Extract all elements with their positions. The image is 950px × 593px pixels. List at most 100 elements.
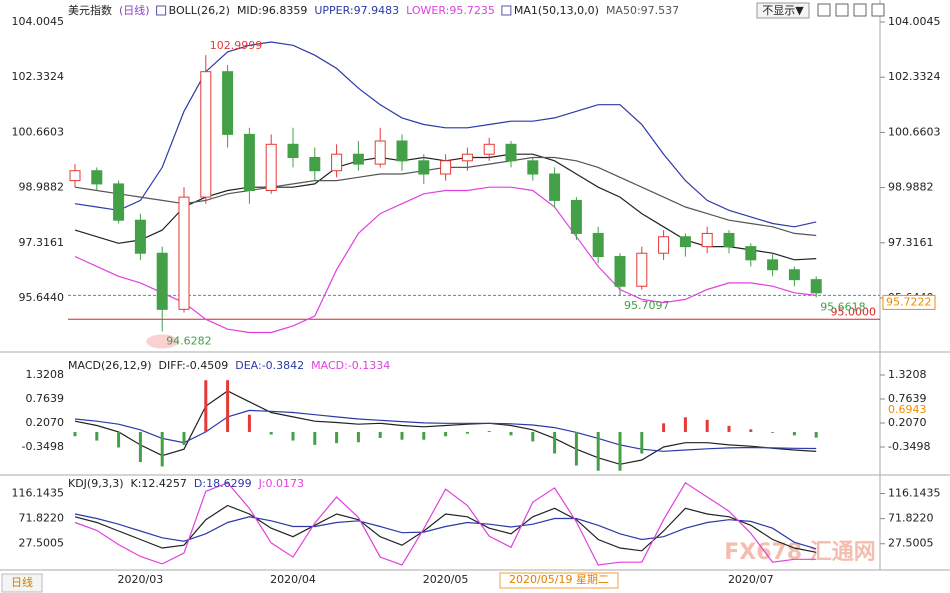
histogram-bar	[291, 431, 295, 441]
candle-body	[505, 143, 517, 162]
x-tick-label: 2020/03	[118, 573, 164, 586]
chart-period: (日线)	[119, 3, 150, 17]
annotation-highlight	[146, 334, 179, 349]
y-tick-label: 95.6440	[19, 291, 65, 304]
y-tick-label: 104.0045	[12, 15, 65, 28]
candle-body	[570, 199, 582, 234]
histogram-bar	[73, 431, 77, 437]
histogram-bar	[792, 431, 796, 436]
candle-body	[745, 246, 757, 261]
crosshair-label: 2020/05/19 星期二	[509, 573, 609, 586]
indicator-line	[74, 41, 817, 228]
candle-body	[396, 140, 408, 162]
histogram-bar	[226, 380, 230, 432]
legend-entry: DIFF:-0.4509	[159, 359, 229, 372]
legend-indicator: MA1(50,13,0,0)	[514, 4, 599, 17]
y-tick-label-right: 116.1435	[888, 487, 941, 500]
histogram-bar	[160, 431, 164, 467]
histogram-bar	[705, 419, 709, 432]
candle-body	[178, 196, 190, 310]
candle-body	[287, 143, 299, 159]
histogram-bar	[204, 380, 208, 432]
histogram-bar	[182, 431, 186, 445]
histogram-bar	[749, 429, 753, 432]
annotation-label: 95.7097	[624, 299, 670, 312]
histogram-bar	[662, 423, 666, 432]
y-tick-label: 1.3208	[26, 368, 65, 381]
histogram-bar	[814, 431, 818, 438]
dropdown-label[interactable]: 不显示▼	[762, 4, 804, 17]
legend-entry: D:18.6299	[194, 477, 252, 490]
legend-entry: UPPER:97.9483	[314, 4, 399, 17]
y-tick-label-right: 97.3161	[888, 236, 934, 249]
dropdown-button[interactable]	[756, 2, 810, 19]
candle-body	[134, 219, 146, 254]
histogram-bar	[727, 425, 731, 432]
candle-body	[614, 256, 626, 287]
legend-entry: MACD:-0.1334	[311, 359, 390, 372]
period-tab[interactable]	[1, 573, 43, 593]
candle-body	[243, 133, 255, 192]
legend-indicator: BOLL(26,2)	[169, 4, 230, 17]
candle-body	[418, 160, 430, 175]
chart-title: 美元指数	[68, 3, 112, 17]
candle-body	[91, 170, 103, 185]
candle-body	[527, 160, 539, 175]
y-tick-label-right: 98.9882	[888, 181, 934, 194]
indicator-value-tag: 0.6943	[888, 403, 927, 416]
legend-entry: MA50:97.537	[606, 4, 679, 17]
crosshair-tag	[499, 572, 619, 589]
candle-body	[331, 153, 343, 172]
y-tick-label: 98.9882	[19, 181, 65, 194]
legend-entry: K:12.4257	[131, 477, 187, 490]
candle-body	[679, 236, 691, 248]
legend-entry: MID:96.8359	[237, 4, 307, 17]
y-tick-label: 0.2070	[26, 416, 65, 429]
indicator-line	[74, 409, 817, 452]
candle-body	[549, 173, 561, 201]
histogram-bar	[444, 431, 448, 437]
candle-body	[222, 71, 234, 135]
histogram-bar	[356, 431, 360, 443]
histogram-bar	[553, 431, 557, 454]
x-tick-label: 2020/07	[728, 573, 774, 586]
icon-button[interactable]	[835, 3, 849, 17]
icon-button[interactable]	[871, 3, 885, 17]
y-tick-label: 71.8220	[19, 512, 65, 525]
icon-button[interactable]	[817, 3, 831, 17]
period-tab-label[interactable]: 日线	[11, 575, 33, 589]
y-tick-label-right: 27.5005	[888, 537, 934, 550]
histogram-bar	[95, 431, 99, 441]
y-tick-label-right: 100.6603	[888, 125, 941, 138]
legend-entry: LOWER:95.7235	[406, 4, 495, 17]
y-tick-label: 0.7639	[26, 392, 65, 405]
candle-body	[788, 269, 800, 281]
price-tag	[882, 294, 936, 310]
candle-body	[440, 160, 452, 175]
histogram-bar	[378, 431, 382, 438]
y-tick-label: 100.6603	[12, 125, 65, 138]
histogram-bar	[596, 431, 600, 471]
histogram-bar	[400, 431, 404, 440]
candle-body	[636, 252, 648, 287]
icon-button[interactable]	[853, 3, 867, 17]
histogram-bar	[247, 414, 251, 432]
histogram-bar	[487, 431, 491, 432]
histogram-bar	[465, 431, 469, 434]
x-tick-label: 2020/05	[423, 573, 469, 586]
legend-entry: J:0.0173	[258, 477, 304, 490]
candle-body	[374, 140, 386, 165]
y-tick-label: 102.3324	[12, 70, 65, 83]
candle-body	[461, 153, 473, 162]
candle-body	[592, 232, 604, 258]
candle-body	[309, 157, 321, 172]
histogram-bar	[509, 431, 513, 436]
histogram-bar	[313, 431, 317, 445]
indicator-line	[74, 504, 817, 553]
histogram-bar	[335, 431, 339, 444]
y-tick-label: 97.3161	[19, 236, 65, 249]
histogram-bar	[771, 431, 775, 433]
candle-body	[810, 279, 822, 294]
candle-body	[658, 236, 670, 254]
indicator-line	[74, 481, 817, 566]
